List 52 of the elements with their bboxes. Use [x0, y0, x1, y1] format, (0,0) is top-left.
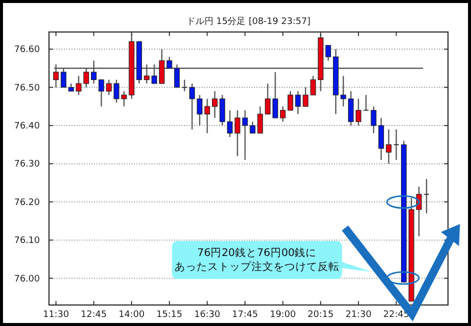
- candlestick: [90, 60, 97, 84]
- candlestick: [76, 75, 82, 96]
- y-tick-label: 76.50: [14, 83, 40, 94]
- candlestick: [356, 98, 362, 126]
- x-tick-label: 14:00: [118, 310, 145, 320]
- x-tick-label: 17:45: [232, 310, 258, 320]
- candlestick: [288, 90, 294, 111]
- candlestick: [204, 98, 210, 134]
- candlestick: [106, 79, 112, 96]
- x-tick-label: 19:00: [270, 310, 296, 320]
- candlestick: [280, 106, 286, 122]
- x-tick-label: 21:30: [345, 310, 372, 320]
- candlestick: [98, 79, 104, 108]
- candlestick: [250, 121, 256, 134]
- candlestick: [272, 71, 278, 119]
- x-tick-label: 16:30: [194, 310, 220, 320]
- candlestick: [386, 128, 392, 164]
- candlestick: [363, 94, 370, 111]
- candlestick: [264, 82, 271, 115]
- y-tick-label: 76.10: [14, 236, 40, 246]
- candlestick: [393, 128, 400, 161]
- candlestick: [196, 94, 202, 126]
- x-tick-label: 12:45: [80, 310, 107, 320]
- candlestick: [220, 94, 226, 126]
- candlestick: [378, 117, 384, 161]
- candlestick: [144, 64, 150, 84]
- candlestick: [370, 106, 376, 134]
- x-tick-label: 11:30: [42, 310, 70, 320]
- x-tick-label: 15:15: [156, 310, 182, 320]
- candlestick: [340, 75, 346, 108]
- x-tick-label: 20:15: [308, 310, 334, 320]
- y-tick-label: 76.20: [14, 198, 40, 208]
- candlestick: [310, 75, 316, 96]
- candlestick: [227, 110, 233, 138]
- candlestick: [424, 178, 430, 214]
- y-tick-label: 76.60: [14, 45, 40, 56]
- chart-title: ドル円 15分足 [08-19 23:57]: [186, 16, 311, 27]
- candlestick: [325, 44, 332, 62]
- candlestick: [212, 90, 218, 119]
- candlestick: [182, 79, 188, 92]
- y-tick-label: 76.40: [14, 122, 40, 132]
- candlestick: [159, 48, 165, 84]
- candlestick: [83, 68, 90, 88]
- y-tick-label: 76.30: [14, 160, 40, 170]
- annotation: 76円20銭と76円00銭にあったストップ注文をつけて反転: [174, 247, 340, 273]
- candlestick: [189, 82, 195, 130]
- candlestick: [151, 64, 158, 84]
- y-tick-label: 76.00: [14, 274, 40, 284]
- candlestick: [166, 56, 172, 69]
- candlestick: [348, 90, 354, 126]
- candlestick: [174, 64, 180, 88]
- candlestick: [257, 106, 263, 134]
